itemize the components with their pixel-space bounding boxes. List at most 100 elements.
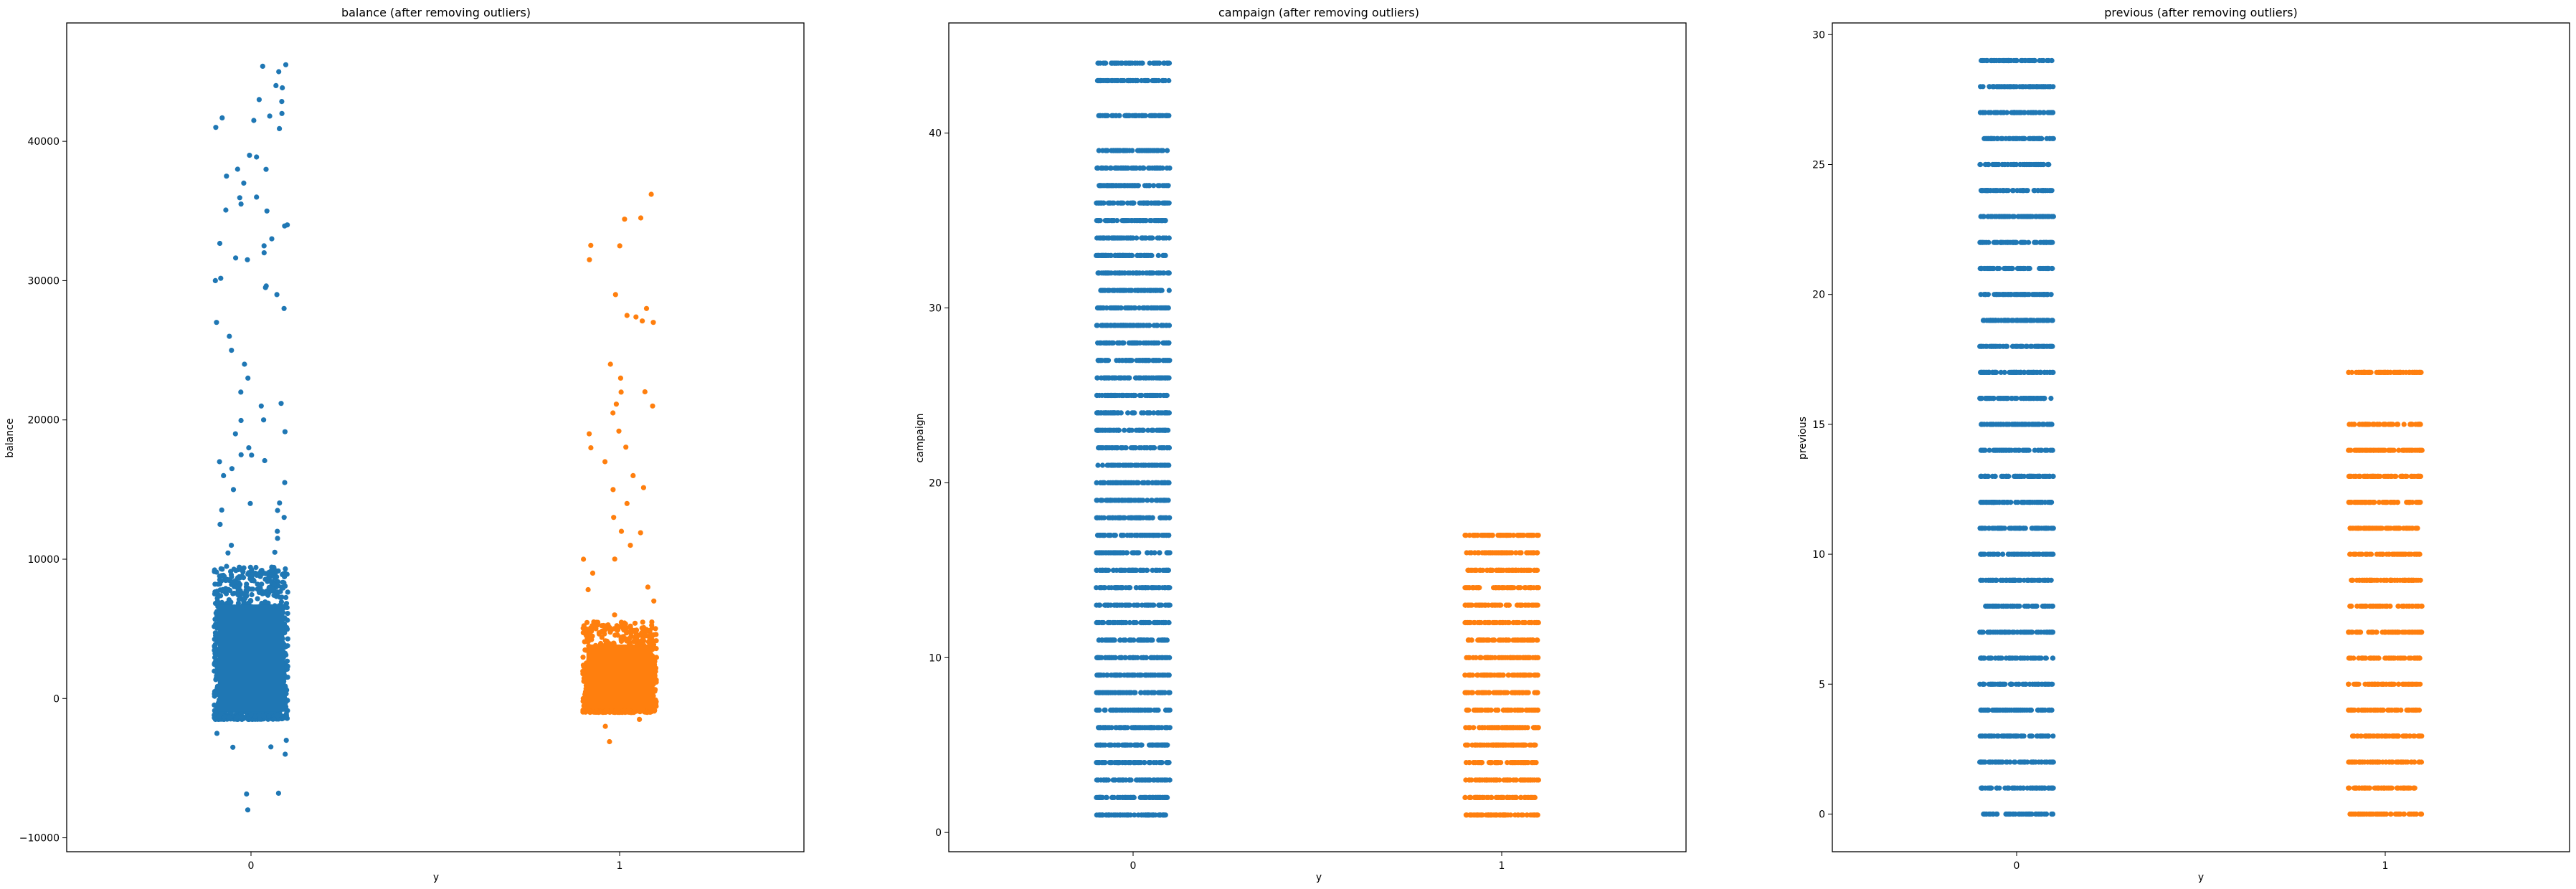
data-point [1132,340,1137,346]
data-point [625,708,630,714]
data-point [1106,637,1112,643]
data-point [1107,690,1113,695]
data-point [212,655,218,660]
data-point [1094,585,1099,591]
data-point [1097,183,1102,189]
data-point [652,673,658,679]
data-point [1119,533,1124,538]
data-point [1127,585,1133,591]
data-point [236,596,242,602]
data-point [1100,760,1106,766]
data-point [1118,252,1124,258]
data-point [284,658,290,664]
data-point [1160,637,1165,643]
data-point [1164,165,1170,171]
data-point [1132,410,1137,416]
data-point [219,115,225,120]
data-point [1102,375,1108,381]
data-point [1128,777,1134,783]
data-point [1100,200,1106,206]
data-point [1159,760,1165,766]
data-point [1166,410,1172,416]
data-point [1144,183,1150,189]
data-point [612,632,618,638]
data-point [212,569,217,574]
data-point [1125,165,1131,171]
data-point [1156,77,1162,84]
data-point [1135,760,1142,766]
data-point [245,257,250,262]
data-point [229,348,235,353]
data-point [645,584,651,590]
data-point [1130,183,1135,189]
data-point [281,305,287,311]
subplot-campaign: campaign (after removing outliers) campa… [914,6,1687,883]
data-point [1131,305,1137,311]
data-point [262,599,268,605]
data-point [1164,113,1170,118]
data-point [1146,148,1152,153]
data-point [610,487,616,493]
data-point [1107,305,1113,311]
data-point [242,591,247,597]
data-point [1150,480,1155,486]
x-tick-label: 0 [248,860,255,872]
data-point [232,579,237,584]
data-point [651,708,658,714]
data-point [212,647,217,653]
data-point [266,575,272,581]
data-point [1095,462,1101,468]
data-point [1095,60,1101,66]
data-point [1094,812,1099,818]
data-point [1122,567,1128,574]
data-point [1134,515,1140,520]
data-point [1165,480,1171,486]
data-point [273,82,279,88]
data-point [640,318,645,324]
data-point [1146,515,1152,520]
data-point [1094,690,1099,695]
data-point [1095,619,1101,626]
data-point [1153,148,1160,153]
data-point [1102,533,1107,538]
data-point [1104,77,1110,84]
data-point [236,584,242,590]
data-point [1117,270,1122,276]
data-point [1102,602,1108,608]
data-point [583,632,589,638]
data-point [224,564,229,569]
data-point [218,275,224,281]
data-point [1130,200,1135,206]
data-point [1099,113,1105,118]
data-point [212,668,217,674]
data-point [1102,655,1108,660]
data-point [1094,480,1099,486]
data-point [283,566,288,572]
data-point [618,528,625,534]
data-point [1139,602,1145,608]
data-point [1129,637,1135,643]
data-point [633,314,639,320]
data-point [612,556,617,562]
data-point [653,632,659,637]
data-point [271,581,277,587]
data-point [617,375,624,381]
data-point [1142,760,1147,766]
data-point [1151,690,1157,695]
data-point [1118,410,1124,416]
data-point [1114,515,1121,520]
data-point [1135,533,1140,538]
data-point [261,243,267,249]
data-point [285,636,290,642]
data-point [1152,707,1157,713]
data-point [1130,672,1136,678]
data-point [1113,392,1119,399]
data-point [1137,725,1142,731]
data-point [252,570,258,576]
data-point [1118,165,1124,171]
data-point [213,125,219,130]
data-point [285,589,290,595]
data-point [1159,462,1165,468]
data-point [1105,427,1111,433]
data-point [1157,183,1162,189]
